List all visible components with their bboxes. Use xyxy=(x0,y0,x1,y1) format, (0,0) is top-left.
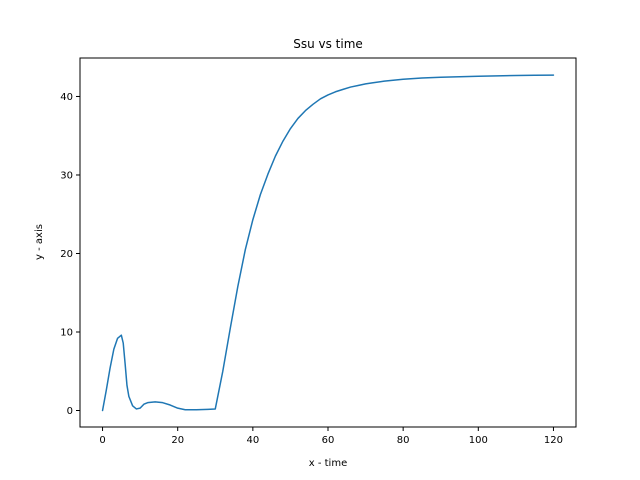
y-tick-label: 30 xyxy=(60,170,73,181)
x-axis-label: x - time xyxy=(309,458,347,469)
x-tick-label: 100 xyxy=(469,435,488,446)
x-tick-label: 40 xyxy=(246,435,259,446)
y-tick-label: 40 xyxy=(60,92,73,103)
y-axis-label: y - axis xyxy=(34,224,45,260)
series-line-1 xyxy=(101,74,555,412)
x-tick-label: 0 xyxy=(99,435,105,446)
x-tick-label: 80 xyxy=(397,435,410,446)
y-tick-label: 20 xyxy=(60,249,73,260)
x-tick-label: 120 xyxy=(544,435,563,446)
x-axis: 0 20 40 60 80 100 120 xyxy=(99,427,563,446)
plot-area xyxy=(101,74,555,412)
y-axis: 0 10 20 30 40 xyxy=(60,92,80,417)
y-tick-label: 10 xyxy=(60,328,73,339)
chart-title: Ssu vs time xyxy=(293,37,363,51)
x-tick-label: 20 xyxy=(171,435,184,446)
x-tick-label: 60 xyxy=(322,435,335,446)
y-tick-label: 0 xyxy=(67,406,73,417)
